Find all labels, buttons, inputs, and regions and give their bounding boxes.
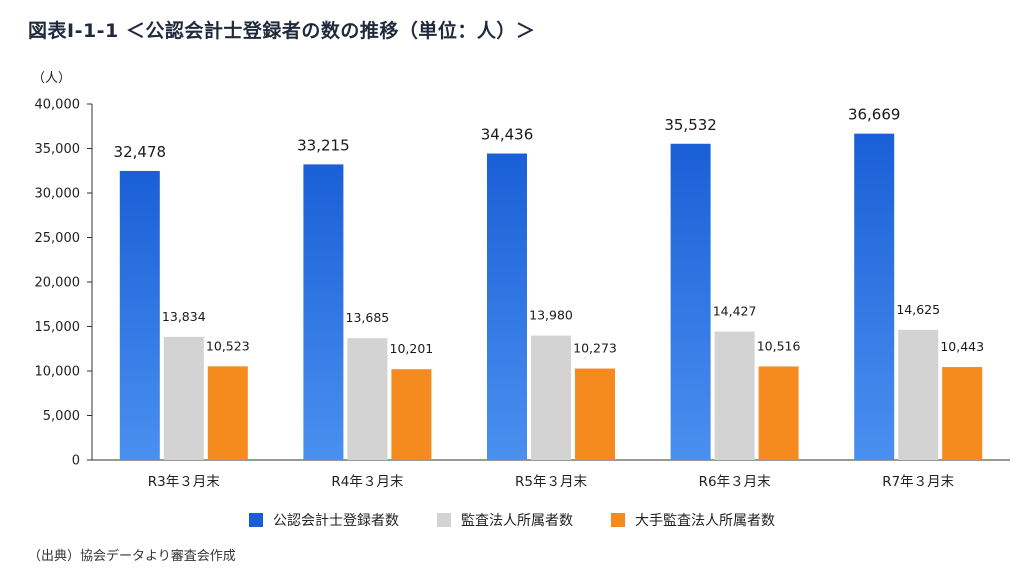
bar-large-audit-firm — [942, 367, 983, 460]
legend-swatch-blue — [249, 513, 263, 527]
bar-audit-firm — [531, 335, 571, 460]
x-category-label: R4年３月末 — [331, 474, 403, 490]
bar-audit-firm — [163, 336, 204, 460]
y-tick-label: 30,000 — [35, 187, 81, 202]
x-category-label: R5年３月末 — [515, 474, 587, 490]
value-label-audit-firm: 13,980 — [529, 308, 573, 323]
value-label-large-audit-firm: 10,273 — [573, 341, 617, 356]
legend-swatch-orange — [611, 513, 625, 527]
value-label-large-audit-firm: 10,443 — [940, 339, 984, 354]
legend-swatch-gray — [437, 513, 451, 527]
x-category-label: R6年３月末 — [699, 474, 771, 490]
y-tick-label: 20,000 — [35, 276, 81, 291]
legend: 公認会計士登録者数 監査法人所属者数 大手監査法人所属者数 — [0, 510, 1024, 530]
y-axis-unit-label: （人） — [32, 71, 71, 86]
y-tick-label: 35,000 — [35, 142, 81, 157]
y-tick-label: 15,000 — [35, 320, 81, 335]
legend-item-audit-firm: 監査法人所属者数 — [437, 510, 573, 530]
bar-large-audit-firm — [207, 366, 248, 460]
bar-registered — [854, 133, 895, 460]
value-label-registered: 33,215 — [297, 136, 350, 154]
bar-large-audit-firm — [575, 368, 615, 460]
source-note: （出典）協会データより審査会作成 — [28, 549, 236, 564]
legend-label-large-audit-firm: 大手監査法人所属者数 — [635, 513, 775, 529]
axes: 0 5,000 10,000 15,000 20,000 25,000 30,000 35,0… — [35, 98, 1010, 490]
bar-large-audit-firm — [391, 369, 432, 460]
legend-label-audit-firm: 監査法人所属者数 — [461, 513, 573, 529]
value-label-large-audit-firm: 10,201 — [390, 341, 434, 356]
y-tick-label: 0 — [72, 454, 80, 469]
value-label-audit-firm: 14,625 — [896, 302, 940, 317]
bar-registered — [303, 164, 344, 460]
y-tick-label: 5,000 — [43, 409, 80, 424]
y-tick-label: 40,000 — [35, 98, 81, 113]
bar-large-audit-firm — [758, 366, 799, 460]
legend-item-large-audit-firm: 大手監査法人所属者数 — [611, 510, 775, 530]
bar-audit-firm — [714, 331, 755, 460]
value-label-registered: 34,436 — [481, 126, 534, 144]
legend-item-registered: 公認会計士登録者数 — [249, 510, 399, 530]
legend-label-registered: 公認会計士登録者数 — [273, 513, 399, 529]
value-label-audit-firm: 14,427 — [713, 304, 757, 319]
value-label-registered: 32,478 — [114, 143, 167, 161]
value-label-registered: 35,532 — [664, 116, 717, 134]
y-tick-label: 25,000 — [35, 231, 81, 246]
value-label-registered: 36,669 — [848, 106, 901, 124]
bar-audit-firm — [347, 338, 388, 460]
value-label-audit-firm: 13,834 — [162, 309, 206, 324]
y-tick-label: 10,000 — [35, 365, 81, 380]
x-category-label: R3年３月末 — [148, 474, 220, 490]
value-label-large-audit-firm: 10,523 — [206, 338, 250, 353]
chart-title: 図表Ⅰ-1-1 ＜公認会計士登録者の数の推移（単位：人）＞ — [28, 20, 536, 42]
bar-registered — [487, 153, 527, 461]
bar-audit-firm — [898, 329, 939, 460]
x-category-label: R7年３月末 — [882, 474, 954, 490]
bars — [119, 133, 983, 461]
value-label-audit-firm: 13,685 — [346, 310, 390, 325]
bar-registered — [670, 143, 711, 460]
bar-registered — [119, 170, 160, 460]
value-label-large-audit-firm: 10,516 — [757, 338, 801, 353]
